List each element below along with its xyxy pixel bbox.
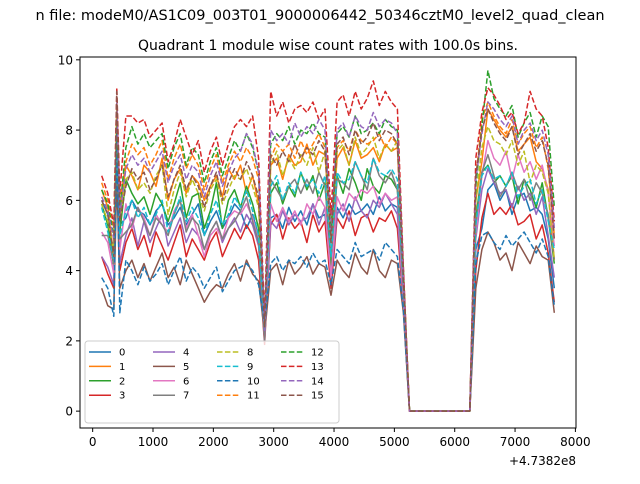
series-line-14 — [101, 101, 556, 412]
x-tick-label: 1000 — [138, 435, 169, 449]
series-line-10 — [101, 132, 556, 412]
y-tick-label: 10 — [58, 53, 73, 67]
x-tick-label: 2000 — [198, 435, 229, 449]
y-tick-label: 4 — [65, 264, 73, 278]
series-layer — [100, 69, 556, 412]
plot-title: Quadrant 1 module wise count rates with … — [138, 38, 518, 54]
legend-label-14: 14 — [311, 376, 324, 387]
x-tick-label: 0 — [89, 435, 97, 449]
y-tick-label: 2 — [65, 334, 73, 348]
legend-label-7: 7 — [183, 391, 189, 402]
legend-label-8: 8 — [247, 348, 253, 359]
legend-label-0: 0 — [119, 348, 125, 359]
x-tick-label: 5000 — [379, 435, 410, 449]
x-tick-label: 8000 — [560, 435, 591, 449]
series-line-5 — [100, 174, 556, 412]
legend-label-12: 12 — [311, 348, 324, 359]
legend-label-15: 15 — [311, 391, 324, 402]
legend-label-4: 4 — [183, 348, 189, 359]
legend-label-11: 11 — [247, 391, 260, 402]
y-tick-label: 0 — [65, 405, 73, 419]
legend-label-3: 3 — [119, 391, 125, 402]
x-tick-label: 3000 — [258, 435, 289, 449]
y-tick-label: 6 — [65, 194, 73, 208]
series-line-6 — [101, 108, 556, 412]
legend-label-5: 5 — [183, 362, 189, 373]
legend-label-2: 2 — [119, 376, 125, 387]
plot-area — [79, 56, 577, 429]
legend-frame — [84, 340, 340, 424]
legend-label-9: 9 — [247, 362, 253, 373]
legend-label-13: 13 — [311, 362, 324, 373]
legend-label-6: 6 — [183, 376, 189, 387]
legend-label-1: 1 — [119, 362, 125, 373]
x-tick-label: 4000 — [319, 435, 350, 449]
suptitle: n file: modeM0/AS1C09_003T01_9000006442_… — [35, 8, 604, 24]
y-tick-label: 8 — [65, 124, 73, 138]
x-tick-label: 7000 — [500, 435, 531, 449]
legend-label-10: 10 — [247, 376, 260, 387]
series-line-15 — [101, 90, 556, 412]
x-tick-label: 6000 — [439, 435, 470, 449]
x-offset-label: +4.7382e8 — [509, 454, 576, 468]
series-line-9 — [100, 132, 556, 412]
series-line-13 — [100, 80, 556, 412]
